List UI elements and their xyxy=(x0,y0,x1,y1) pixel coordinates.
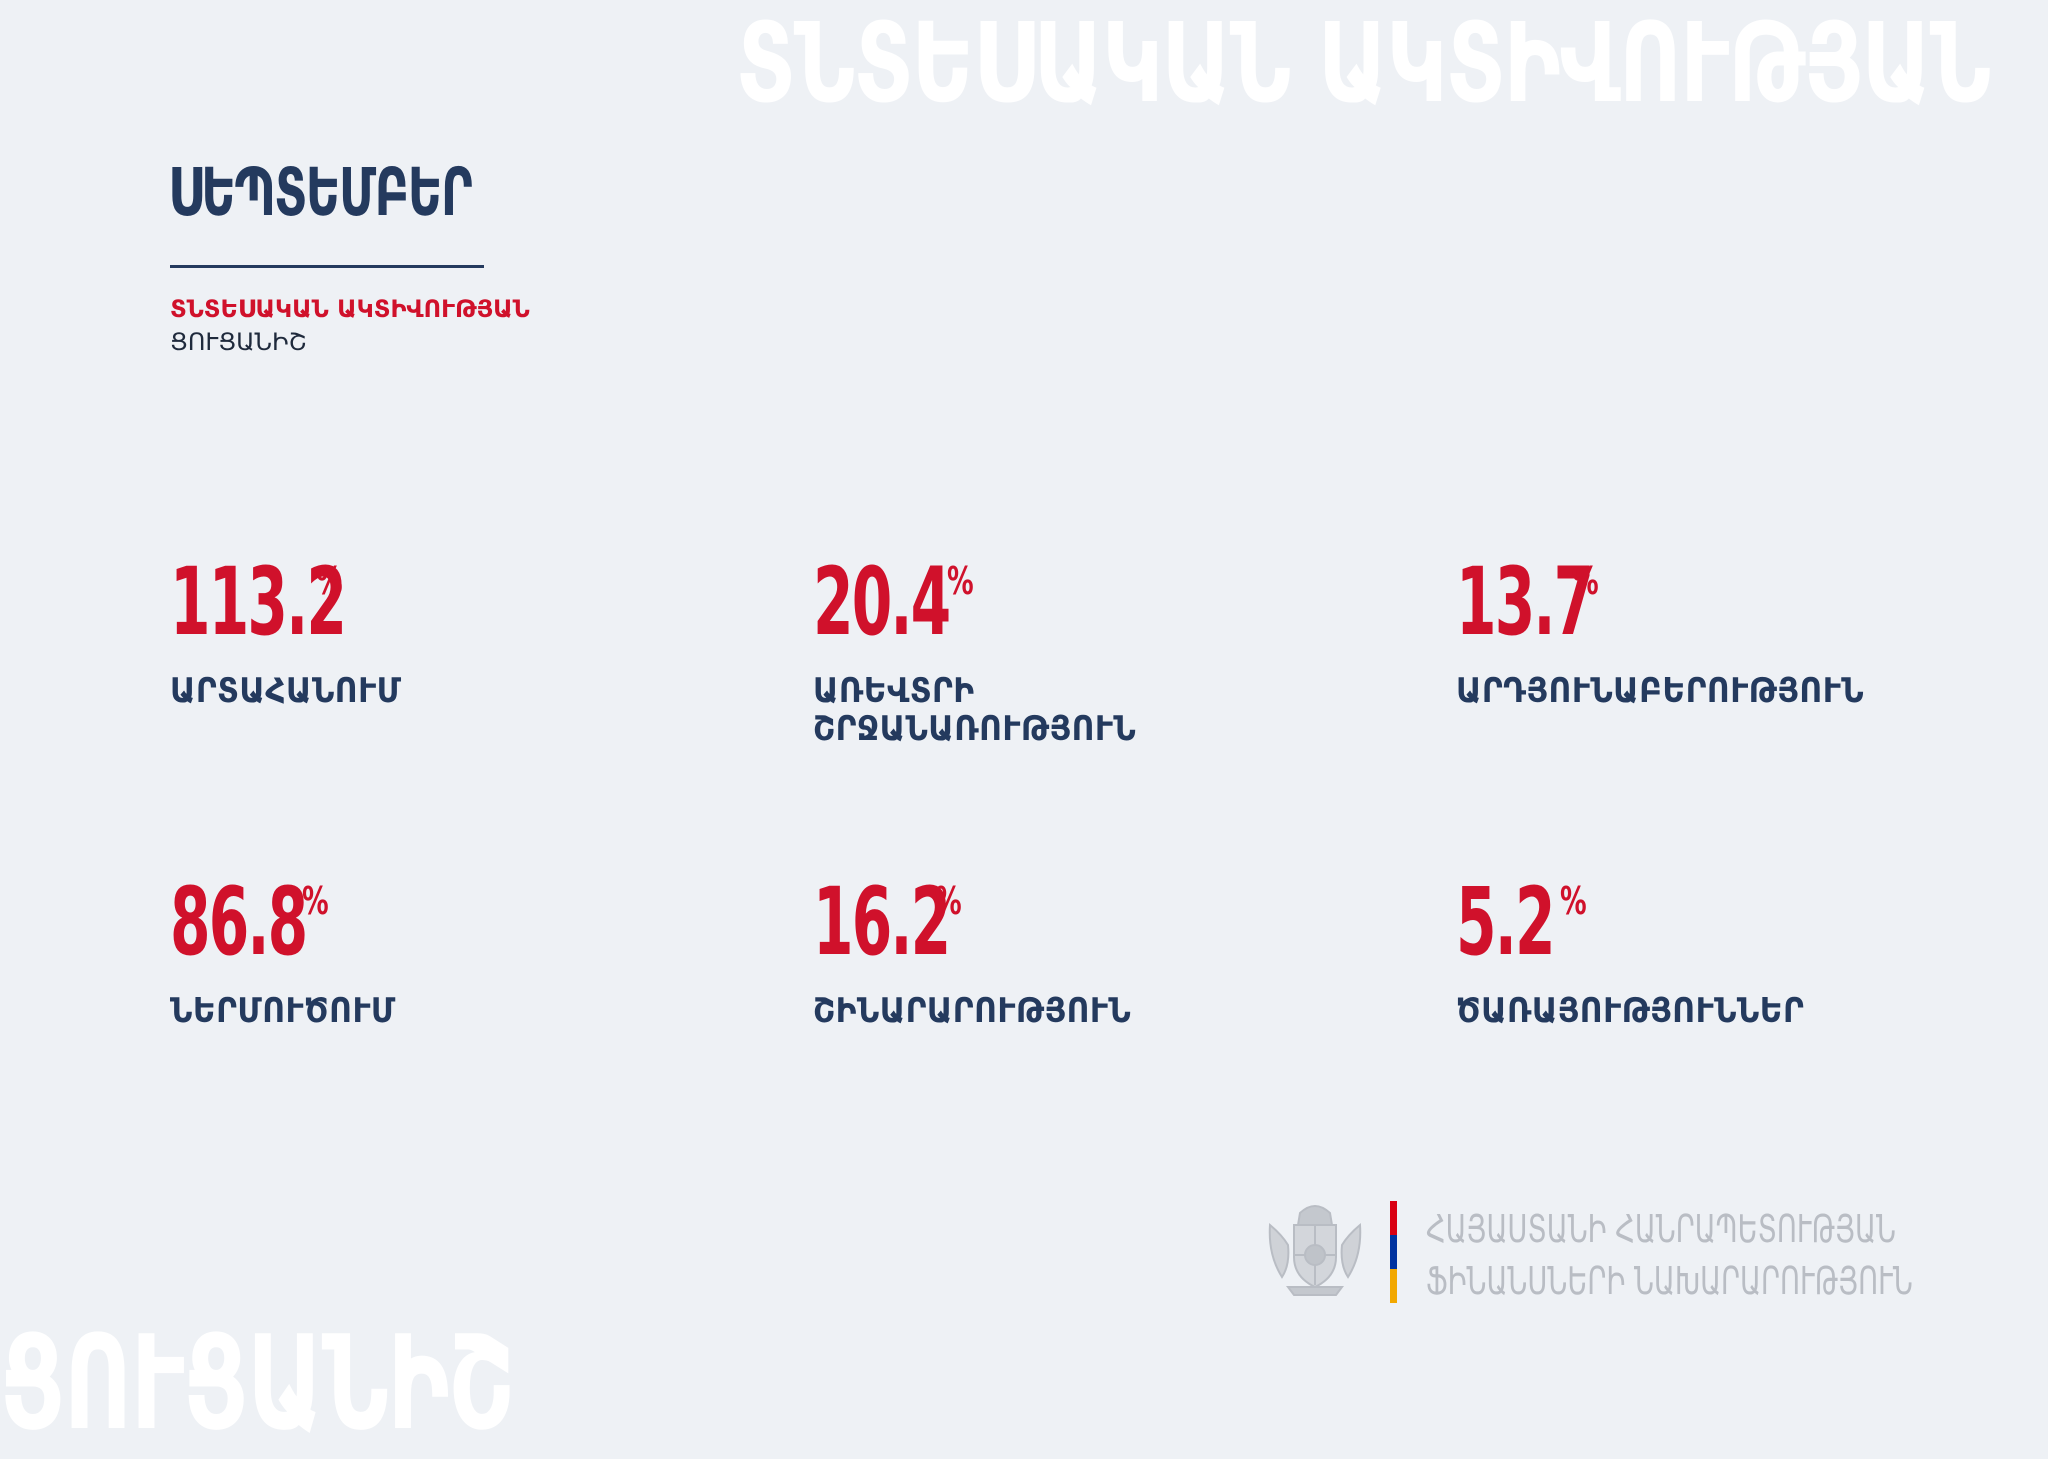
ministry-line-2: ՖԻՆԱՆՍՆԵՐԻ ՆԱԽԱՐԱՐՈՒԹՅՈՒՆ xyxy=(1426,1259,1913,1303)
stat-value: 86.8 xyxy=(170,868,308,977)
ministry-line-1: ՀԱՅԱՍՏԱՆԻ ՀԱՆՐԱՊԵՏՈՒԹՅԱՆ xyxy=(1426,1207,1896,1251)
flag-stripe-orange xyxy=(1390,1269,1397,1303)
page-title: ՍԵՊՏԵՄԲԵՐ xyxy=(168,154,473,231)
title-underline xyxy=(170,265,484,268)
stat-unit: % xyxy=(316,559,343,603)
stat-value: 113.2 xyxy=(170,548,347,657)
flag-stripe-red xyxy=(1390,1201,1397,1235)
stat-label: ՆԵՐՄՈՒԾՈՒՄ xyxy=(170,991,396,1031)
ministry-name: ՀԱՅԱՍՏԱՆԻ ՀԱՆՐԱՊԵՏՈՒԹՅԱՆ ՖԻՆԱՆՍՆԵՐԻ ՆԱԽԱ… xyxy=(1426,1203,1913,1307)
stat-unit: % xyxy=(935,879,962,923)
stat-unit: % xyxy=(1560,879,1587,923)
stat-label: ՇԻՆԱՐԱՐՈՒԹՅՈՒՆ xyxy=(813,991,1132,1031)
stat-value: 16.2 xyxy=(813,868,951,977)
watermark-top: ՏՆՏԵՍԱԿԱՆ ԱԿՏԻՎՈՒԹՅԱՆ xyxy=(736,0,1991,127)
subtitle-red: ՏՆՏԵՍԱԿԱՆ ԱԿՏԻՎՈՒԹՅԱՆ xyxy=(170,295,530,323)
stat-label-text: ԱՌԵՎՏՐԻ ՇՐՋԱՆԱՌՈՒԹՅՈՒՆ xyxy=(813,671,1137,749)
stat-label: ԾԱՌԱՅՈՒԹՅՈՒՆՆԵՐ xyxy=(1456,991,1805,1031)
stat-label: ԱՐԴՅՈՒՆԱԲԵՐՈՒԹՅՈՒՆ xyxy=(1456,671,1865,711)
stat-unit: % xyxy=(947,559,974,603)
stat-value: 13.7 xyxy=(1456,548,1594,657)
ministry-footer: ՀԱՅԱՍՏԱՆԻ ՀԱՆՐԱՊԵՏՈՒԹՅԱՆ ՖԻՆԱՆՍՆԵՐԻ ՆԱԽԱ… xyxy=(1260,1195,1913,1307)
stat-value: 20.4 xyxy=(813,548,951,657)
armenian-flag-bar xyxy=(1390,1201,1397,1303)
stat-unit: % xyxy=(302,879,329,923)
armenia-coat-of-arms-icon xyxy=(1268,1205,1362,1296)
stat-label: ԱՐՏԱՀԱՆՈՒՄ xyxy=(170,671,402,711)
stat-unit: % xyxy=(1572,559,1599,603)
stat-label: ԱՌԵՎՏՐԻ ՇՐՋԱՆԱՌՈՒԹՅՈՒՆ xyxy=(813,671,1137,749)
watermark-bottom: ՑՈՒՑԱՆԻՇ xyxy=(0,1307,515,1459)
subtitle-dark: ՑՈՒՑԱՆԻՇ xyxy=(170,328,307,356)
flag-stripe-blue xyxy=(1390,1235,1397,1269)
stat-value: 5.2 xyxy=(1456,868,1556,977)
